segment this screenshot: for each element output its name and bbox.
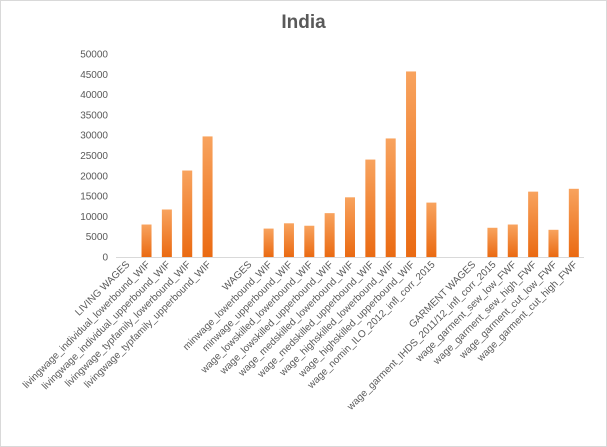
bar xyxy=(161,209,172,257)
bar xyxy=(528,191,539,257)
y-tick-label: 20000 xyxy=(80,171,108,182)
bar xyxy=(324,213,335,257)
bar xyxy=(365,159,376,257)
y-tick-label: 30000 xyxy=(80,131,108,142)
bar xyxy=(263,228,274,257)
y-tick-label: 50000 xyxy=(80,50,108,61)
bar xyxy=(182,170,193,257)
bar xyxy=(385,138,396,257)
bars xyxy=(141,71,579,257)
bar xyxy=(304,225,315,257)
bar xyxy=(548,229,559,257)
bar xyxy=(141,224,152,257)
bar xyxy=(345,197,355,257)
y-axis: 0 5000 10000 15000 20000 25000 30000 35000 40000… xyxy=(80,50,108,264)
y-tick-label: 35000 xyxy=(80,110,108,121)
y-tick-label: 25000 xyxy=(80,151,108,162)
bar xyxy=(487,227,498,257)
y-tick-label: 5000 xyxy=(86,232,109,243)
y-tick-label: 15000 xyxy=(80,192,108,203)
bar xyxy=(283,223,294,257)
y-tick-label: 0 xyxy=(102,253,108,264)
bar xyxy=(568,188,579,257)
y-tick-label: 10000 xyxy=(80,212,108,223)
bar xyxy=(426,202,437,257)
x-axis: LIVING WAGESlivingwage_individual_lowerb… xyxy=(21,257,584,413)
bar xyxy=(202,136,213,257)
y-tick-label: 40000 xyxy=(80,90,108,101)
bar xyxy=(507,224,518,257)
bar xyxy=(406,71,417,257)
chart-title: India xyxy=(281,12,326,33)
y-tick-label: 45000 xyxy=(80,70,108,81)
